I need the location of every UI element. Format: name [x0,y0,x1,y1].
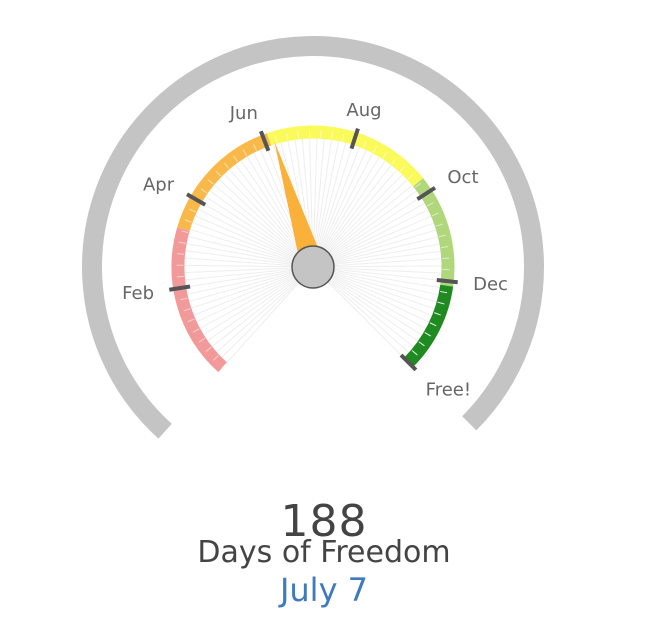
gauge-tick-label: Oct [447,167,478,188]
gauge-minor-tick [198,337,206,343]
gauge-minor-tick [331,131,334,139]
gauge-minor-tick [213,355,219,361]
gauge-tick-label: Aug [346,100,381,121]
gauge-major-ticks [168,128,458,372]
days-value: 188 [280,496,368,547]
gauge-minor-tick [382,151,388,159]
gauge-major-tick [258,130,271,152]
gauge-needle [274,141,325,271]
gauge-minor-tick [189,208,196,213]
gauge-hub [291,245,335,289]
gauge-tick-label: Jun [229,103,258,124]
gauge-tick-label: Dec [473,274,508,295]
gauge-minor-tick [176,275,184,278]
gauge-minor-tick [372,145,377,153]
gauge-minor-tick [418,341,425,347]
gauge-minor-tick [180,297,188,301]
freedom-date: July 7 [279,571,369,609]
gauge-minor-tick [414,182,422,188]
gauge-band [177,133,272,231]
gauge-major-tick [436,278,458,285]
gauge-minor-tick [177,253,185,255]
gauge-minor-tick [431,212,439,217]
gauge-tick-label: Apr [143,175,175,196]
gauge-minor-tick [274,135,278,143]
gauge-minor-tick [215,170,222,177]
gauge-minor-tick [285,133,289,141]
gauge-major-tick [399,353,418,372]
gauge-minor-tick [437,301,445,305]
gauge-tick-labels: Feb Apr Jun Aug Oct Dec Free! [122,100,508,401]
gauge-minor-tick [391,158,397,165]
gauge-major-tick [416,186,437,201]
gauge-major-tick [349,128,360,150]
gauge-minor-tick [429,322,437,327]
gauge-minor-tick [178,241,186,244]
gauge-minor-tick [434,312,441,316]
days-caption: Days of Freedom [197,535,451,570]
gauge-minor-tick [435,223,443,227]
gauge-color-bands [171,125,455,373]
gauge-minor-tick [223,162,230,169]
gauge-minor-tick [205,346,212,352]
gauge-tick-label: Free! [426,380,471,401]
gauge-minor-tick [192,328,200,333]
gauge-major-tick [168,284,191,292]
gauge-band [171,227,228,373]
gauge-major-tick [185,192,207,207]
gauge-band [266,125,424,187]
gauge-minor-tick [207,179,214,185]
gauge-minor-tick [399,165,406,172]
gauge-minor-tick [184,219,192,223]
gauge-minor-tick [233,155,238,163]
gauge-minor-tick [297,131,300,139]
gauge-minor-tick [187,318,195,323]
gauge-minor-tick [424,332,432,337]
gauge-minor-tick [242,149,248,156]
gauge-minor-tick [181,230,189,234]
gauge-minor-tick [200,188,208,194]
gauge-tick-label: Feb [122,283,154,304]
gauge-outer-ring [82,36,544,439]
gauge-minor-tick [407,173,414,180]
gauge-minor-tick [221,362,227,369]
gauge-minor-tick [252,143,257,151]
gauge-minor-tick [438,234,446,238]
gauge-minor-tick [362,141,367,148]
gauge-minor-tick [341,133,345,141]
gauge-minor-tick [183,308,191,312]
gauge-minor-tick [440,246,449,249]
gauge-band [403,284,454,368]
gauge-minor-tick [440,290,448,294]
gauge-minor-tick [411,350,418,356]
gauge-minor-tick [426,202,434,207]
